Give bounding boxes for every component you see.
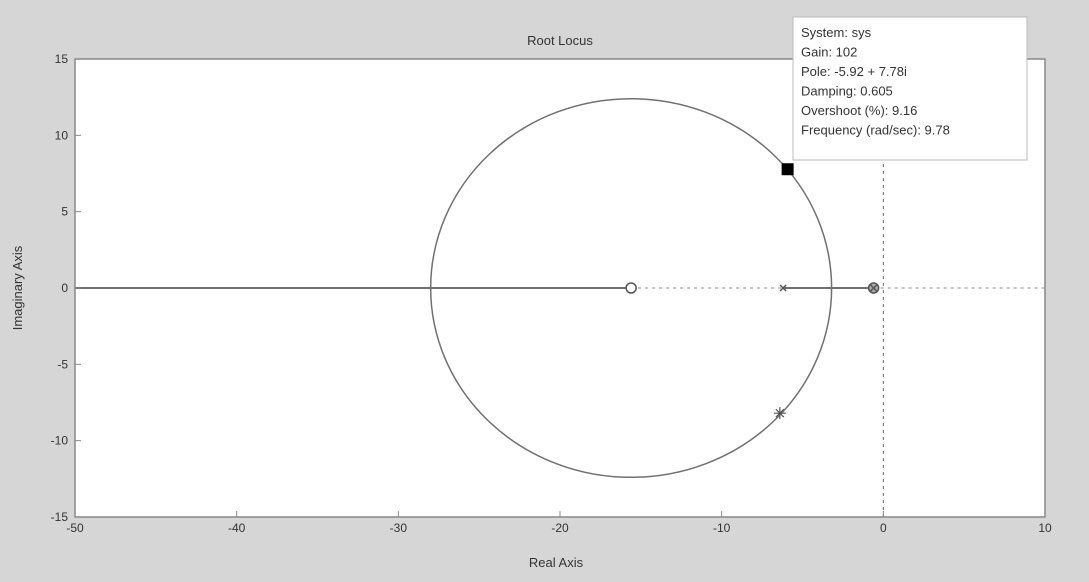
datatip-line: System: sys bbox=[801, 25, 872, 40]
y-tick-label: -5 bbox=[57, 357, 68, 371]
y-tick-label: 5 bbox=[61, 205, 68, 219]
x-tick-label: -20 bbox=[551, 521, 569, 535]
pole-x bbox=[870, 284, 878, 292]
pole-marker bbox=[870, 284, 878, 292]
datatip-line: Pole: -5.92 + 7.78i bbox=[801, 64, 907, 79]
x-tick-label: -50 bbox=[66, 521, 84, 535]
pole-x bbox=[779, 284, 787, 292]
pole-marker bbox=[779, 284, 787, 292]
x-tick-label: 10 bbox=[1038, 521, 1052, 535]
datatip-line: Frequency (rad/sec): 9.78 bbox=[801, 123, 950, 138]
x-tick-label: -40 bbox=[228, 521, 246, 535]
selected-pole-marker bbox=[781, 163, 794, 176]
y-tick-label: 15 bbox=[55, 52, 69, 66]
x-axis-label: Real Axis bbox=[529, 555, 584, 570]
datatip[interactable]: System: sys Gain: 102 Pole: -5.92 + 7.78i D… bbox=[792, 16, 1028, 161]
y-tick-label: 0 bbox=[61, 281, 68, 295]
x-tick-label: -30 bbox=[390, 521, 408, 535]
y-tick-label: -10 bbox=[51, 434, 69, 448]
chart-title: Root Locus bbox=[527, 33, 593, 48]
closed-loop-pole-marker bbox=[773, 407, 786, 420]
datatip-line: Overshoot (%): 9.16 bbox=[801, 103, 917, 118]
datatip-line: Damping: 0.605 bbox=[801, 84, 893, 99]
x-tick-label: 0 bbox=[880, 521, 887, 535]
y-tick-label: 10 bbox=[55, 128, 69, 142]
y-axis-label: Imaginary Axis bbox=[10, 245, 25, 330]
locus-circle bbox=[429, 97, 833, 479]
y-tick-label: -15 bbox=[51, 510, 69, 524]
zero-marker bbox=[625, 282, 637, 294]
x-tick-label: -10 bbox=[713, 521, 731, 535]
datatip-line: Gain: 102 bbox=[801, 45, 857, 60]
